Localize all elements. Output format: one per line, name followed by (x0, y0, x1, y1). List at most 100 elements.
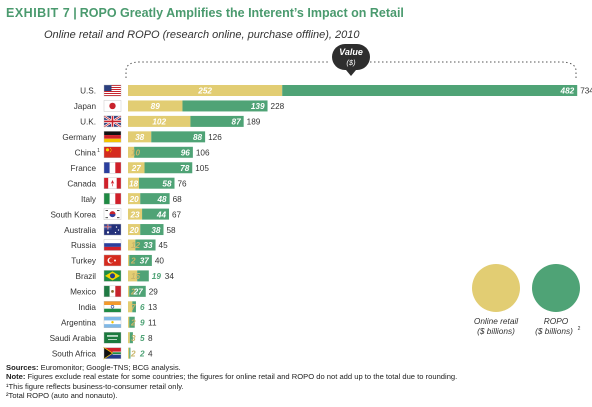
label-ropo-saudi-arabia: 5 (140, 334, 145, 343)
flag-cn-icon (103, 146, 122, 159)
bar-ropo-china (134, 146, 193, 158)
bar-online-china (128, 146, 135, 158)
label-total-india: 13 (148, 303, 158, 312)
bar-online-u-k (128, 115, 191, 127)
callout-dashed-left (125, 61, 330, 78)
label-ropo-u-s: 482 (560, 87, 575, 96)
label-ropo-south-korea: 44 (156, 210, 167, 219)
bar-online-u-s (128, 85, 283, 96)
row-germany: Germany 38 88 126 (62, 131, 222, 143)
row-argentina: Argentina 2 9 11 (61, 316, 157, 328)
flag-au-icon (103, 223, 122, 236)
bar-online-australia (128, 224, 141, 236)
callout-dashed-right (370, 61, 577, 80)
row-russia: Russia 12 33 45 (71, 239, 169, 251)
row-south-korea: South Korea 23 44 67 (50, 208, 182, 220)
label-total-russia: 45 (159, 241, 169, 250)
flag-kr-icon (103, 208, 122, 220)
bar-ropo-u-s (282, 85, 578, 96)
sources-line: Sources: Euromonitor; Google-TNS; BCG an… (6, 363, 457, 372)
label-online-france: 27 (131, 164, 142, 173)
row-brazil: Brazil 15 19 34 (76, 270, 175, 282)
country-label-canada: Canada (67, 179, 96, 188)
label-online-south-africa: 2 (130, 349, 136, 358)
country-label-turkey: Turkey (71, 257, 97, 266)
label-total-china: 106 (196, 149, 210, 158)
bar-ropo-turkey (129, 254, 152, 266)
label-ropo-canada: 58 (162, 179, 172, 188)
chart-title: ROPO Greatly Amplifies the Interent’s Im… (79, 6, 404, 20)
label-ropo-japan: 139 (251, 102, 265, 111)
country-label-germany: Germany (62, 133, 97, 142)
note-label: Note: (6, 372, 26, 382)
label-total-australia: 58 (166, 226, 176, 235)
legend-ropo-swatch (532, 264, 580, 312)
bar-online-japan (128, 100, 183, 112)
row-saudi-arabia: Saudi Arabia 3 5 8 (50, 332, 153, 344)
label-ropo-italy: 48 (157, 195, 168, 204)
bar-online-brazil (128, 270, 138, 282)
label-ropo-germany: 88 (193, 133, 203, 142)
chart-header: EXHIBIT 7 | ROPO Greatly Amplifies the Int… (6, 6, 404, 20)
row-u-k: U.K. 102 87 189 (80, 115, 261, 127)
country-label-south-korea: South Korea (50, 210, 96, 219)
row-mexico: Mexico 227 29 (70, 285, 159, 297)
label-online-south-korea: 23 (129, 210, 140, 219)
bar-ropo-italy (140, 193, 170, 205)
label-online-australia: 20 (129, 226, 140, 235)
sources-text: Euromonitor; Google-TNS; BCG analysis. (40, 363, 181, 372)
label-total-south-korea: 67 (172, 210, 182, 219)
country-label-india: India (78, 303, 96, 312)
flag-ca-icon (103, 177, 122, 189)
row-china: China 1 10 96 106 (75, 146, 210, 158)
bar-ropo-south-korea (142, 208, 170, 220)
flag-it-icon (103, 192, 122, 205)
flag-br-icon (103, 270, 122, 282)
label-ropo-turkey: 37 (140, 257, 150, 266)
value-callout: Value($) (125, 44, 577, 80)
country-label-russia: Russia (71, 241, 96, 250)
bar-online-russia (128, 239, 136, 251)
bar-ropo-japan (182, 100, 268, 112)
label-online-saudi-arabia: 3 (131, 334, 136, 343)
bar-ropo-germany (151, 131, 206, 143)
bar-ropo-mexico (129, 285, 146, 297)
country-label-south-africa: South Africa (52, 349, 97, 358)
flag-ru-icon (103, 239, 122, 251)
bar-ropo-brazil (137, 270, 149, 282)
notes: Sources: Euromonitor; Google-TNS; BCG an… (6, 363, 457, 401)
value-pill-pointer (346, 70, 356, 76)
row-south-africa: South Africa 2 2 4 (52, 347, 153, 359)
label-ropo-india: 6 (140, 303, 145, 312)
label-ropo-mexico: 27 (133, 288, 144, 297)
country-label-china: China (75, 149, 97, 158)
label-ropo-brazil: 19 (152, 272, 162, 281)
note-line: Note: Figures exclude real estate for so… (6, 372, 457, 381)
label-ropo-russia: 33 (143, 241, 153, 250)
label-total-brazil: 34 (165, 272, 175, 281)
label-online-russia: 12 (131, 241, 141, 250)
label-total-mexico: 29 (149, 288, 159, 297)
label-online-u-s: 252 (197, 87, 212, 96)
label-total-argentina: 11 (148, 318, 157, 327)
legend-ropo-unit: ($ billions) (535, 326, 573, 336)
bar-ropo-u-k (190, 115, 244, 127)
country-label-japan: Japan (74, 102, 97, 111)
label-ropo-argentina: 9 (140, 318, 145, 327)
legend-ropo-label: ROPO (544, 316, 569, 326)
label-ropo-u-k: 87 (232, 118, 242, 127)
label-total-france: 105 (195, 164, 209, 173)
footnote-1: ¹This figure reflects business-to-consum… (6, 381, 184, 391)
bar-online-argentina (128, 316, 130, 328)
bar-ropo-saudi-arabia (129, 332, 133, 344)
label-total-canada: 76 (178, 179, 188, 188)
sources-label: Sources: (6, 363, 39, 372)
country-label-italy: Italy (81, 195, 97, 204)
flag-ar-icon (103, 316, 122, 328)
country-label-argentina: Argentina (61, 318, 96, 327)
country-label-u-k: U.K. (80, 118, 96, 127)
label-total-turkey: 40 (155, 257, 165, 266)
bar-online-turkey (128, 254, 130, 266)
bar-ropo-argentina (129, 316, 135, 328)
